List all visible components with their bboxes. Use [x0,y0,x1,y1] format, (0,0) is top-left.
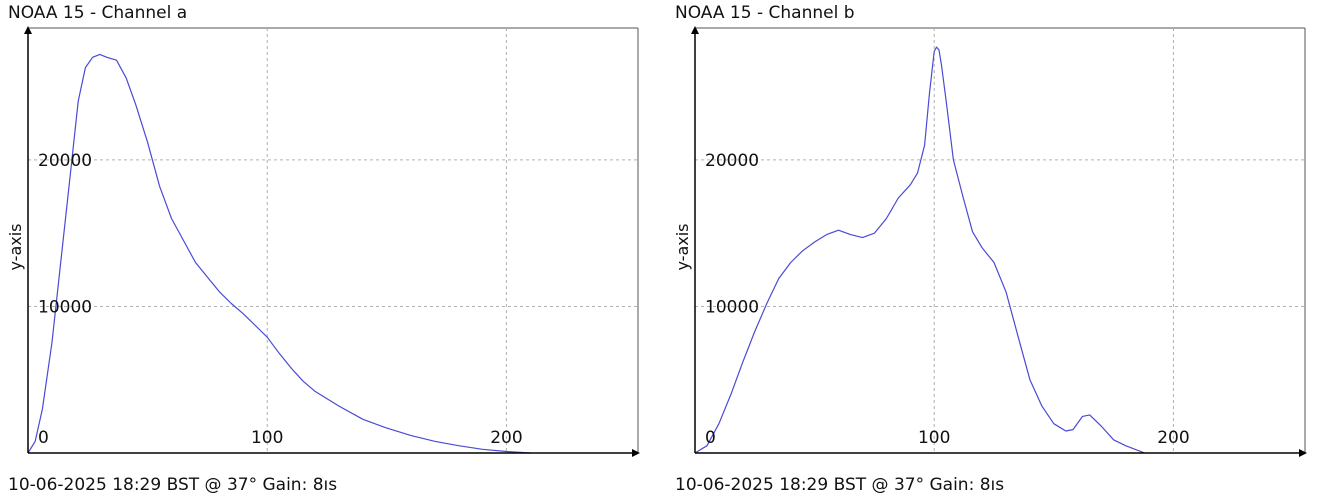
y-axis-arrow [691,26,699,34]
chart-title: NOAA 15 - Channel b [675,3,855,23]
x-tick-label: 100 [251,428,283,448]
y-tick-label: 10000 [705,297,759,317]
y-tick-label: 20000 [38,151,92,171]
y-tick-label: 20000 [705,151,759,171]
chart-footer: 10-06-2025 18:29 BST @ 37° Gain: 8ıs [8,475,338,495]
x-tick-label: 100 [918,428,950,448]
series-line [694,46,1145,454]
chart-title: NOAA 15 - Channel a [8,3,188,23]
x-tick-label: 200 [490,428,522,448]
x-axis-arrow [632,449,640,457]
x-tick-label: 0 [38,428,49,448]
chart-plot-area: 0 100 200 10000 20000 [24,26,640,457]
series-line [27,53,531,454]
chart-panel-channel-a: NOAA 15 - Channel a y-axis 0 100 200 10000 2… [6,3,640,495]
chart-plot-area: 0 100 200 10000 20000 [691,26,1307,457]
x-axis-arrow [1299,449,1307,457]
chart-panel-channel-b: NOAA 15 - Channel b y-axis 0 100 200 10000 2… [667,0,1334,500]
x-tick-label: 200 [1157,428,1189,448]
y-tick-label: 10000 [38,297,92,317]
x-tick-label: 0 [705,428,716,448]
chart-footer: 10-06-2025 18:29 BST @ 37° Gain: 8ıs [675,475,1005,495]
y-axis-arrow [24,26,32,34]
